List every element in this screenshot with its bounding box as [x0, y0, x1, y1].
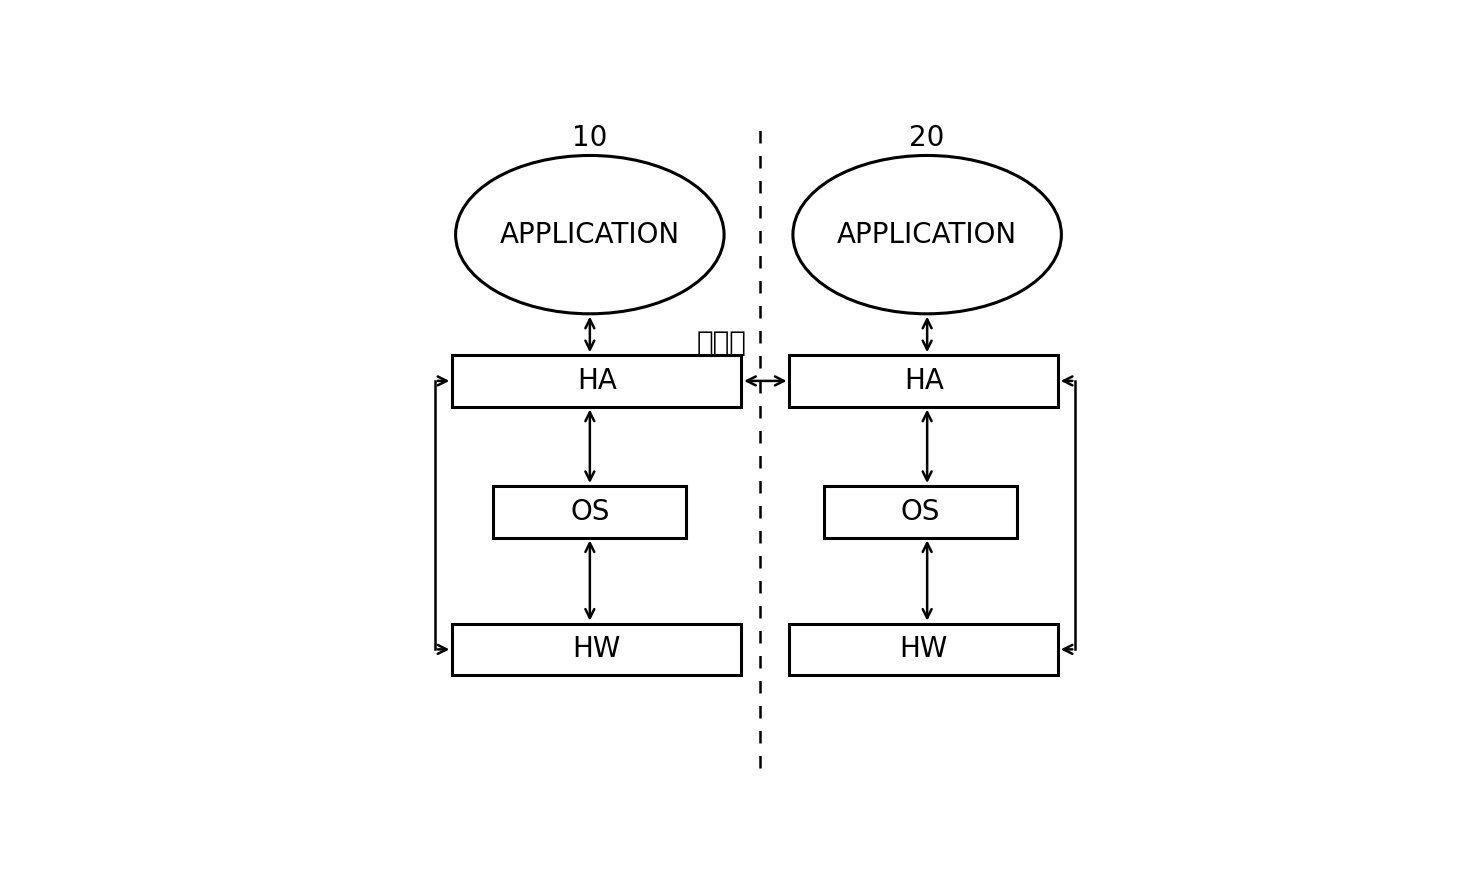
Ellipse shape: [793, 156, 1061, 314]
Bar: [824, 486, 1017, 537]
Text: HA: HA: [577, 367, 617, 395]
Text: OS: OS: [570, 498, 610, 526]
Text: HW: HW: [900, 636, 947, 663]
Text: APPLICATION: APPLICATION: [838, 221, 1017, 249]
Text: 20: 20: [910, 124, 944, 152]
Bar: [453, 624, 741, 675]
Text: APPLICATION: APPLICATION: [500, 221, 679, 249]
Bar: [453, 355, 741, 407]
Bar: [789, 355, 1058, 407]
Text: 心跳线: 心跳线: [697, 329, 747, 357]
Text: HA: HA: [904, 367, 944, 395]
Ellipse shape: [456, 156, 724, 314]
Bar: [493, 486, 687, 537]
Bar: [789, 624, 1058, 675]
Text: HW: HW: [573, 636, 622, 663]
Text: 10: 10: [573, 124, 607, 152]
Text: OS: OS: [901, 498, 940, 526]
